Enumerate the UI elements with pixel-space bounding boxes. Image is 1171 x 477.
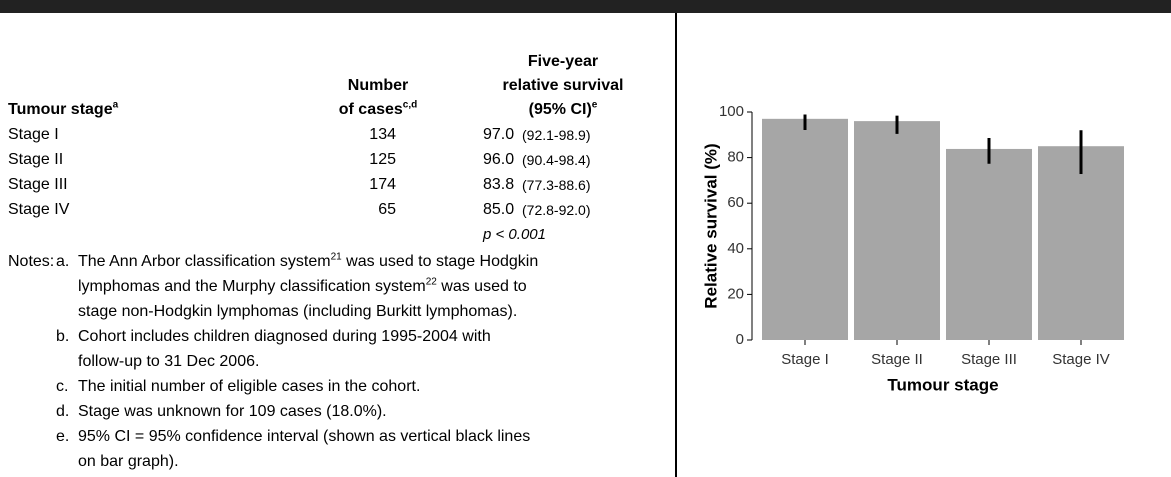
note-line: Stage was unknown for 109 cases (18.0%). bbox=[78, 400, 387, 424]
table: Tumour stagea Number of casesc,d Five-year r… bbox=[8, 50, 673, 474]
y-tick-label: 0 bbox=[736, 331, 744, 348]
y-tick-label: 60 bbox=[727, 194, 744, 211]
cases-cell: 65 bbox=[378, 201, 396, 218]
header-text: Five-year bbox=[527, 53, 599, 70]
header-superscript: c,d bbox=[402, 99, 418, 111]
header-line: Number bbox=[318, 74, 438, 98]
note-letter: b. bbox=[56, 328, 70, 345]
cases-cell: 134 bbox=[369, 126, 396, 143]
header-line: relative survival bbox=[453, 74, 673, 98]
header-text: relative survival bbox=[502, 77, 624, 94]
notes-label: Notes: bbox=[8, 253, 55, 270]
y-tick-label: 20 bbox=[727, 285, 744, 302]
stage-cell: Stage I bbox=[8, 126, 59, 143]
note-line: The Ann Arbor classification system21 wa… bbox=[78, 250, 538, 274]
note-line: Cohort includes children diagnosed durin… bbox=[78, 325, 491, 349]
bar bbox=[946, 148, 1032, 340]
bar bbox=[854, 121, 940, 341]
note-letter: a. bbox=[56, 253, 70, 270]
note-letter: e. bbox=[56, 428, 70, 445]
note-superscript: 21 bbox=[330, 251, 342, 263]
note-superscript: 22 bbox=[425, 276, 437, 288]
x-tick-label: Stage II bbox=[871, 351, 923, 368]
header-superscript: a bbox=[112, 99, 119, 111]
ci-cell: (72.8-92.0) bbox=[522, 202, 591, 218]
cases-cell: 125 bbox=[369, 151, 396, 168]
x-axis-label: Tumour stage bbox=[887, 375, 998, 394]
note-text: lymphomas and the Murphy classification … bbox=[78, 278, 426, 295]
note-text: The initial number of eligible cases in … bbox=[78, 378, 421, 395]
ci-cell: (90.4-98.4) bbox=[522, 152, 591, 168]
header-text: Number bbox=[347, 77, 409, 94]
note-letter: d. bbox=[56, 403, 70, 420]
bar bbox=[1038, 146, 1124, 340]
note-letter: c. bbox=[56, 378, 69, 395]
p-value: p < 0.001 bbox=[483, 226, 546, 243]
x-tick-label: Stage IV bbox=[1052, 351, 1110, 368]
header-line: Tumour stagea bbox=[8, 98, 208, 122]
note-text: Stage was unknown for 109 cases (18.0%). bbox=[78, 403, 387, 420]
divider bbox=[675, 13, 677, 477]
survival-cell: 85.0 bbox=[483, 201, 515, 218]
note-line: lymphomas and the Murphy classification … bbox=[78, 275, 527, 299]
note-line: stage non-Hodgkin lymphomas (including B… bbox=[78, 300, 517, 324]
note-text: follow-up to 31 Dec 2006. bbox=[78, 353, 260, 370]
note-text: was used to stage Hodgkin bbox=[341, 253, 539, 270]
header-text: Tumour stage bbox=[8, 101, 113, 118]
note-text: was used to bbox=[436, 278, 527, 295]
y-tick-label: 40 bbox=[727, 240, 744, 257]
note-line: The initial number of eligible cases in … bbox=[78, 375, 420, 399]
header-text: of cases bbox=[338, 101, 403, 118]
note-line: follow-up to 31 Dec 2006. bbox=[78, 350, 259, 374]
stage-cell: Stage III bbox=[8, 176, 68, 193]
y-axis-label: Relative survival (%) bbox=[701, 143, 720, 308]
x-tick-label: Stage III bbox=[961, 351, 1017, 368]
note-text: stage non-Hodgkin lymphomas (including B… bbox=[78, 303, 518, 320]
ci-cell: (77.3-88.6) bbox=[522, 177, 591, 193]
note-text: 95% CI = 95% confidence interval (shown … bbox=[78, 428, 531, 445]
cases-cell: 174 bbox=[369, 176, 396, 193]
note-line: 95% CI = 95% confidence interval (shown … bbox=[78, 425, 530, 449]
survival-cell: 97.0 bbox=[483, 126, 515, 143]
note-text: Cohort includes children diagnosed durin… bbox=[78, 328, 491, 345]
note-text: on bar graph). bbox=[78, 453, 179, 470]
stage-cell: Stage IV bbox=[8, 201, 70, 218]
note-text: The Ann Arbor classification system bbox=[78, 253, 331, 270]
header-superscript: e bbox=[591, 99, 598, 111]
header-text: (95% CI) bbox=[528, 101, 592, 118]
ci-cell: (92.1-98.9) bbox=[522, 127, 591, 143]
y-tick-label: 80 bbox=[727, 149, 744, 166]
top-bar bbox=[0, 0, 1171, 13]
header-line: (95% CI)e bbox=[453, 98, 673, 122]
x-tick-label: Stage I bbox=[781, 351, 829, 368]
header-line: of casesc,d bbox=[318, 98, 438, 122]
survival-cell: 83.8 bbox=[483, 176, 515, 193]
header-line: Five-year bbox=[453, 50, 673, 74]
y-tick-label: 100 bbox=[719, 103, 744, 120]
stage-cell: Stage II bbox=[8, 151, 64, 168]
note-line: on bar graph). bbox=[78, 450, 179, 474]
bar bbox=[762, 118, 848, 340]
survival-cell: 96.0 bbox=[483, 151, 515, 168]
